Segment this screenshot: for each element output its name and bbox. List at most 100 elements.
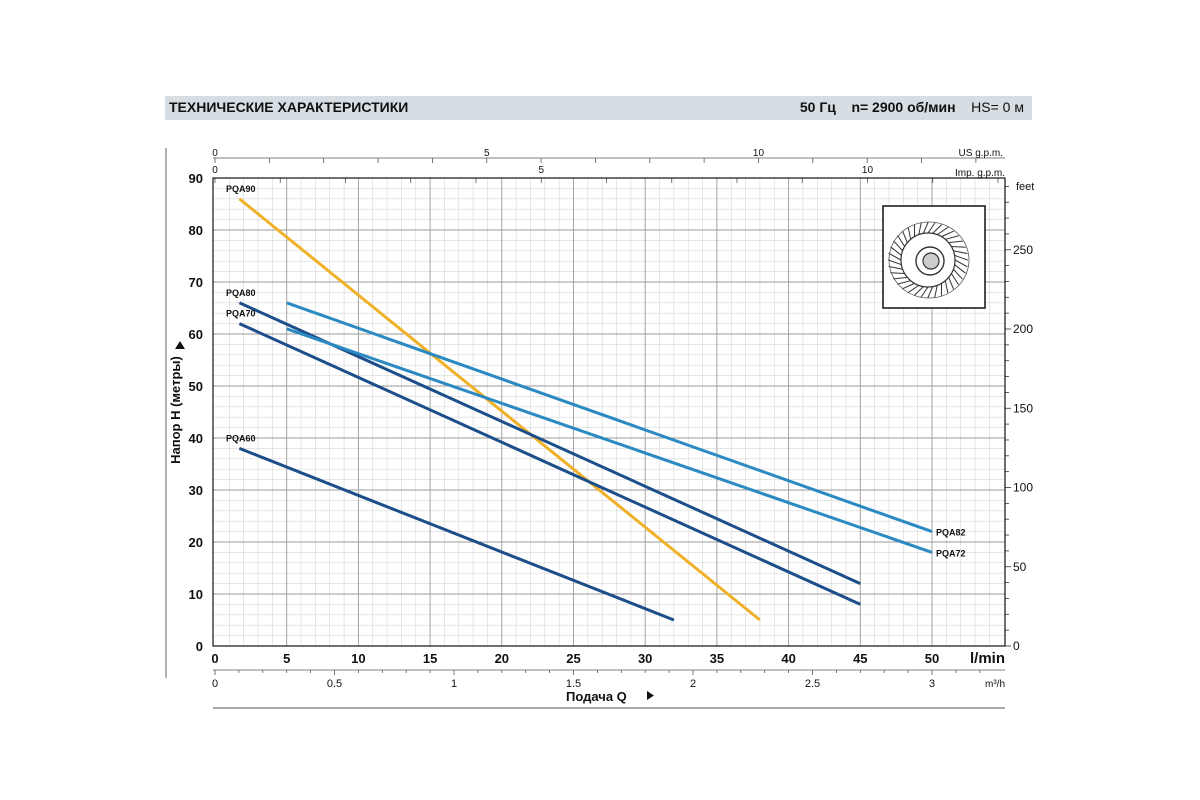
feet-tick-label: 0	[1013, 639, 1020, 653]
impeller-blade	[893, 240, 903, 252]
feet-tick-label: 250	[1013, 243, 1033, 257]
series-label-pqa72: PQA72	[936, 548, 966, 558]
series-line-pqa90	[238, 197, 761, 622]
imp-gpm-unit-label: Imp. g.p.m.	[955, 168, 1005, 179]
series-line-pqa70	[238, 322, 861, 606]
series-label-pqa90: PQA90	[226, 184, 256, 194]
impeller-blade	[890, 246, 902, 256]
y-tick-label: 60	[189, 327, 203, 342]
y-tick-label: 50	[189, 379, 203, 394]
impeller-blade	[901, 230, 908, 243]
impeller-blade	[954, 259, 968, 268]
impeller-blade	[920, 286, 929, 298]
x-axis-title: Подача Q	[566, 689, 627, 704]
m3h-tick-label: 2.5	[805, 678, 820, 690]
bottom-axes: 0 5 10 15 20 25 30 35 40 45 50 0 0.5 1 1.5 2 2.5 3	[211, 651, 1005, 690]
m3h-tick-label: 2	[690, 678, 696, 690]
x-tick-label: 50	[925, 651, 939, 666]
impeller-blade	[934, 285, 938, 298]
header-hs: HS= 0 м	[971, 99, 1024, 115]
y-tick-label: 40	[189, 431, 203, 446]
y-axis-title: Напор H (метры)	[168, 356, 183, 464]
x-tick-label: 45	[853, 651, 867, 666]
impeller-blade	[950, 273, 959, 285]
impeller-icon	[882, 205, 986, 309]
series-layer: PQA90 PQA80 PQA70 PQA60 PQA82 PQA72	[226, 184, 966, 622]
plot-frame	[212, 177, 1006, 647]
imp-gpm-tick-label: 0	[212, 165, 218, 176]
impeller-blade	[888, 252, 902, 261]
left-axis: 0 10 20 30 40 50 60 70 80 90	[189, 171, 203, 654]
imp-gpm-tick-label: 10	[862, 165, 874, 176]
feet-tick-label: 200	[1013, 322, 1033, 336]
y-tick-label: 70	[189, 275, 203, 290]
series-label-pqa82: PQA82	[936, 528, 966, 538]
impeller-blade	[953, 268, 963, 280]
x-tick-label: 40	[781, 651, 795, 666]
x-tick-label: 15	[423, 651, 437, 666]
grid-major	[213, 178, 1005, 646]
us-gpm-tick-label: 10	[753, 148, 765, 159]
impeller-blade	[932, 224, 943, 234]
header-bar: ТЕХНИЧЕСКИЕ ХАРАКТЕРИСТИКИ 50 Гц n= 2900…	[165, 96, 1032, 120]
impeller-blade	[948, 277, 955, 290]
impeller-blade	[951, 246, 966, 248]
feet-unit-label: feet	[1016, 181, 1034, 193]
x-tick-label: 5	[283, 651, 290, 666]
x-tick-label: 0	[211, 651, 218, 666]
m3h-tick-label: 0.5	[327, 678, 342, 690]
header-title: ТЕХНИЧЕСКИЕ ХАРАКТЕРИСТИКИ	[169, 99, 409, 115]
series-line-pqa60	[238, 447, 675, 622]
m3h-tick-label: 1.5	[566, 678, 581, 690]
header-speed: n= 2900 об/мин	[851, 99, 956, 115]
impeller-blade	[907, 226, 912, 240]
y-tick-label: 20	[189, 535, 203, 550]
impeller-blade	[893, 276, 908, 280]
x-unit-label: l/min	[970, 650, 1005, 667]
impeller-blade	[953, 250, 968, 255]
x-tick-label: 10	[351, 651, 365, 666]
imp-gpm-tick-label: 5	[538, 165, 544, 176]
impeller-blade	[954, 254, 969, 261]
m3h-tick-label: 3	[929, 678, 935, 690]
series-line-pqa72	[286, 327, 933, 554]
feet-tick-label: 150	[1013, 401, 1033, 415]
header-conditions: 50 Гц n= 2900 об/мин HS= 0 м	[800, 99, 1024, 115]
impeller-blade	[897, 235, 906, 247]
x-tick-label: 25	[566, 651, 580, 666]
impeller-blade	[936, 226, 949, 236]
us-gpm-tick-label: 0	[212, 148, 218, 159]
impeller-blade	[945, 235, 959, 240]
impeller-blade	[922, 221, 929, 234]
x-tick-label: 35	[710, 651, 724, 666]
impeller-blade	[954, 264, 966, 274]
right-axis: 0 50 100 150 200 250	[1005, 185, 1033, 653]
feet-tick-label: 100	[1013, 481, 1033, 495]
x-tick-label: 20	[495, 651, 509, 666]
series-label-pqa80: PQA80	[226, 288, 256, 298]
series-line-pqa82	[286, 301, 933, 534]
m3h-tick-label: 1	[451, 678, 457, 690]
impeller-blade	[907, 284, 920, 294]
series-label-pqa60: PQA60	[226, 433, 256, 443]
impeller-blade	[901, 282, 915, 290]
impeller-blade	[918, 222, 922, 235]
x-axis-title-arrow	[647, 691, 654, 700]
impeller-blade	[897, 280, 911, 285]
y-axis-title-arrow	[175, 341, 185, 349]
impeller-blade	[941, 230, 955, 238]
y-tick-label: 10	[189, 587, 203, 602]
impeller-blade	[913, 286, 924, 296]
m3h-tick-label: 0	[212, 678, 218, 690]
impeller-blade	[887, 259, 902, 266]
impeller-blade	[890, 272, 905, 274]
impeller-blade	[948, 240, 963, 244]
header-frequency: 50 Гц	[799, 99, 836, 115]
us-gpm-tick-label: 5	[484, 148, 490, 159]
y-tick-label: 90	[189, 171, 203, 186]
impeller-blade	[927, 286, 934, 299]
grid-minor	[213, 178, 1005, 646]
impeller-blade	[927, 222, 936, 234]
x-tick-label: 30	[638, 651, 652, 666]
